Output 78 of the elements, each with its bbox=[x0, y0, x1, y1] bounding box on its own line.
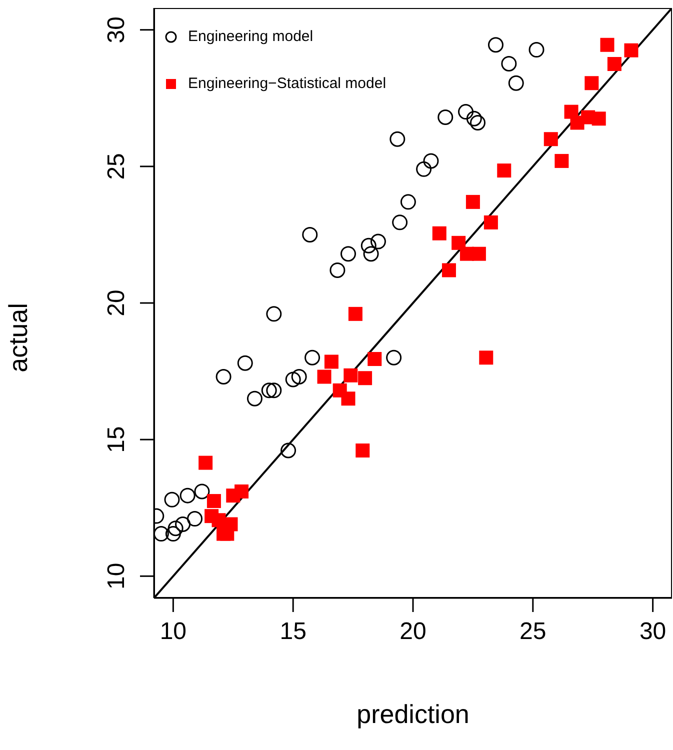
point bbox=[432, 226, 446, 240]
point bbox=[488, 37, 504, 53]
point bbox=[285, 372, 301, 388]
legend-label: Engineering model bbox=[188, 28, 314, 45]
point bbox=[484, 215, 498, 230]
point bbox=[466, 110, 482, 126]
point bbox=[390, 131, 406, 147]
point bbox=[304, 350, 320, 366]
y-tick-label: 20 bbox=[103, 290, 130, 316]
point bbox=[198, 456, 213, 470]
point bbox=[370, 234, 386, 250]
point bbox=[356, 444, 370, 458]
x-tick-label: 10 bbox=[160, 618, 187, 646]
point bbox=[544, 132, 558, 146]
point bbox=[280, 442, 296, 458]
point bbox=[324, 354, 338, 369]
point bbox=[554, 154, 569, 168]
y-tick-label: 25 bbox=[103, 153, 130, 180]
point bbox=[164, 492, 180, 508]
point bbox=[344, 368, 358, 382]
point bbox=[386, 350, 402, 366]
point bbox=[416, 161, 432, 177]
point bbox=[592, 112, 606, 126]
point bbox=[392, 214, 408, 230]
point bbox=[341, 392, 356, 406]
point bbox=[266, 306, 282, 322]
point bbox=[584, 76, 599, 90]
x-tick-label: 20 bbox=[400, 618, 426, 646]
point bbox=[600, 38, 614, 52]
point bbox=[472, 246, 486, 261]
y-tick-label: 10 bbox=[103, 562, 130, 590]
point bbox=[363, 246, 379, 262]
point bbox=[291, 369, 307, 384]
point bbox=[479, 350, 494, 365]
x-axis-title: prediction bbox=[356, 699, 470, 729]
point bbox=[358, 371, 372, 386]
point bbox=[340, 246, 356, 262]
point bbox=[206, 494, 221, 508]
y-tick-label: 15 bbox=[103, 426, 130, 453]
point bbox=[261, 382, 277, 398]
x-tick-label: 25 bbox=[520, 618, 546, 646]
point bbox=[508, 75, 524, 91]
point bbox=[175, 516, 191, 532]
y-tick-label: 30 bbox=[103, 16, 130, 44]
point bbox=[266, 382, 282, 398]
point bbox=[194, 484, 210, 500]
point bbox=[442, 263, 456, 278]
point bbox=[368, 352, 382, 366]
point bbox=[528, 42, 544, 58]
point bbox=[501, 56, 517, 72]
point bbox=[237, 355, 253, 371]
point bbox=[423, 153, 439, 169]
point bbox=[470, 114, 486, 130]
point bbox=[168, 520, 184, 536]
point bbox=[317, 370, 332, 384]
point bbox=[400, 194, 416, 210]
point bbox=[180, 488, 196, 504]
point bbox=[187, 511, 203, 527]
point bbox=[154, 526, 169, 542]
point bbox=[360, 238, 376, 254]
point bbox=[497, 164, 512, 178]
point bbox=[452, 236, 466, 250]
point bbox=[466, 194, 480, 209]
x-tick-label: 15 bbox=[280, 618, 306, 646]
legend-label: Engineering−Statistical model bbox=[188, 75, 386, 92]
point bbox=[302, 226, 318, 242]
point bbox=[348, 306, 362, 321]
point bbox=[330, 262, 346, 278]
y-axis-title: actual bbox=[3, 303, 34, 372]
point bbox=[246, 390, 262, 406]
point bbox=[438, 110, 454, 126]
point bbox=[165, 526, 181, 542]
point bbox=[458, 104, 474, 120]
x-tick-label: 30 bbox=[639, 618, 666, 646]
point bbox=[216, 369, 232, 384]
point bbox=[624, 43, 638, 58]
point bbox=[234, 484, 249, 498]
point bbox=[607, 56, 622, 71]
